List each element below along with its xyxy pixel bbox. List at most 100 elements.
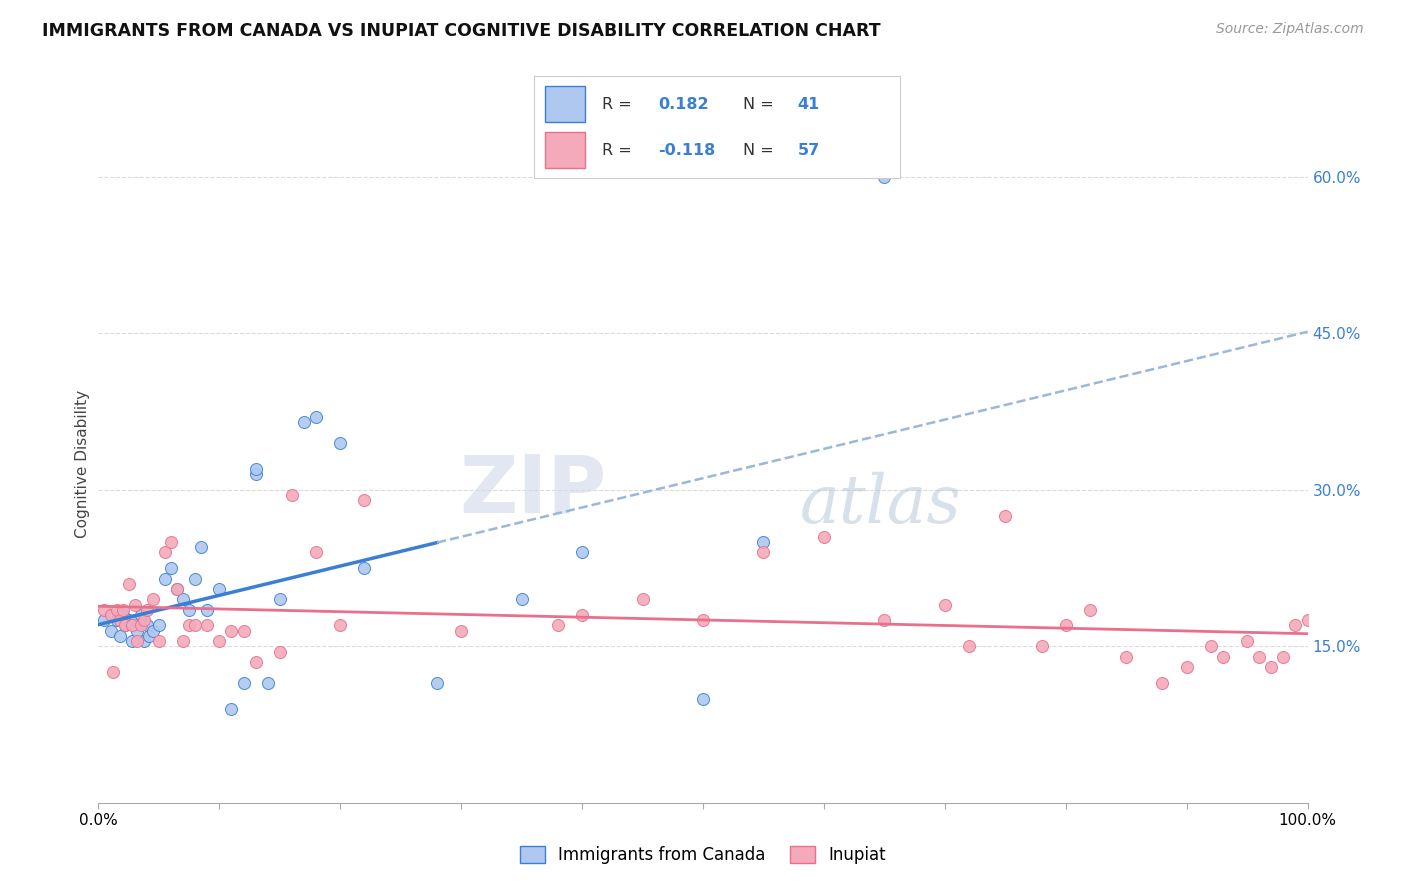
Point	[873, 613, 896, 627]
Point	[184, 618, 207, 632]
Text: 41: 41	[797, 96, 820, 112]
Point	[232, 624, 254, 638]
Point	[1236, 634, 1258, 648]
Point	[353, 493, 375, 508]
Point	[1115, 649, 1137, 664]
Point	[353, 561, 375, 575]
Point	[111, 608, 134, 623]
Point	[1212, 649, 1234, 664]
Point	[245, 655, 267, 669]
Point	[118, 576, 141, 591]
Point	[129, 618, 152, 632]
FancyBboxPatch shape	[546, 132, 585, 168]
Point	[232, 676, 254, 690]
Point	[148, 618, 170, 632]
Point	[631, 592, 654, 607]
Point	[93, 603, 115, 617]
Point	[329, 618, 352, 632]
Point	[873, 169, 896, 184]
Text: 0.182: 0.182	[658, 96, 709, 112]
Point	[269, 592, 291, 607]
Point	[957, 640, 980, 654]
Point	[994, 508, 1017, 523]
Point	[108, 629, 131, 643]
Point	[153, 572, 176, 586]
Point	[121, 618, 143, 632]
Point	[752, 545, 775, 559]
Point	[166, 582, 188, 596]
Text: N =: N =	[742, 96, 779, 112]
Point	[153, 545, 176, 559]
Point	[256, 676, 278, 690]
Text: R =: R =	[602, 96, 637, 112]
Point	[111, 603, 134, 617]
Point	[1199, 640, 1222, 654]
Text: N =: N =	[742, 143, 779, 158]
Point	[221, 702, 243, 716]
Legend: Immigrants from Canada, Inupiat: Immigrants from Canada, Inupiat	[512, 838, 894, 872]
Point	[93, 613, 115, 627]
Point	[100, 608, 122, 623]
Point	[172, 592, 194, 607]
Point	[160, 535, 183, 549]
Point	[245, 462, 267, 476]
Point	[121, 634, 143, 648]
Point	[127, 634, 149, 648]
Point	[813, 530, 835, 544]
Point	[281, 488, 304, 502]
Point	[426, 676, 449, 690]
Point	[292, 415, 315, 429]
Point	[148, 634, 170, 648]
Point	[124, 598, 146, 612]
Text: Source: ZipAtlas.com: Source: ZipAtlas.com	[1216, 22, 1364, 37]
Point	[195, 603, 218, 617]
Point	[208, 634, 231, 648]
Point	[305, 545, 328, 559]
Point	[245, 467, 267, 482]
Point	[1272, 649, 1295, 664]
Point	[329, 436, 352, 450]
Point	[692, 691, 714, 706]
Point	[450, 624, 472, 638]
Point	[934, 598, 956, 612]
Point	[1296, 613, 1319, 627]
Point	[1260, 660, 1282, 674]
Point	[134, 613, 156, 627]
Text: ZIP: ZIP	[458, 452, 606, 530]
Point	[172, 634, 194, 648]
Point	[134, 634, 156, 648]
Point	[160, 561, 183, 575]
Point	[1175, 660, 1198, 674]
Point	[1152, 676, 1174, 690]
Point	[114, 618, 136, 632]
Text: 57: 57	[797, 143, 820, 158]
Point	[1054, 618, 1077, 632]
Point	[124, 613, 146, 627]
Point	[221, 624, 243, 638]
Point	[118, 613, 141, 627]
Text: R =: R =	[602, 143, 637, 158]
Point	[129, 608, 152, 623]
FancyBboxPatch shape	[546, 87, 585, 122]
Point	[166, 582, 188, 596]
Point	[571, 545, 593, 559]
Point	[138, 629, 160, 643]
Point	[108, 613, 131, 627]
Y-axis label: Cognitive Disability: Cognitive Disability	[75, 390, 90, 538]
Point	[135, 603, 157, 617]
Point	[190, 541, 212, 555]
Point	[305, 409, 328, 424]
Point	[195, 618, 218, 632]
Point	[105, 613, 128, 627]
Point	[105, 603, 128, 617]
Point	[179, 618, 201, 632]
Point	[1284, 618, 1306, 632]
Point	[1249, 649, 1271, 664]
Point	[142, 592, 165, 607]
Point	[179, 603, 201, 617]
Point	[101, 665, 124, 680]
Point	[1078, 603, 1101, 617]
Point	[547, 618, 569, 632]
Point	[1031, 640, 1053, 654]
Point	[571, 608, 593, 623]
